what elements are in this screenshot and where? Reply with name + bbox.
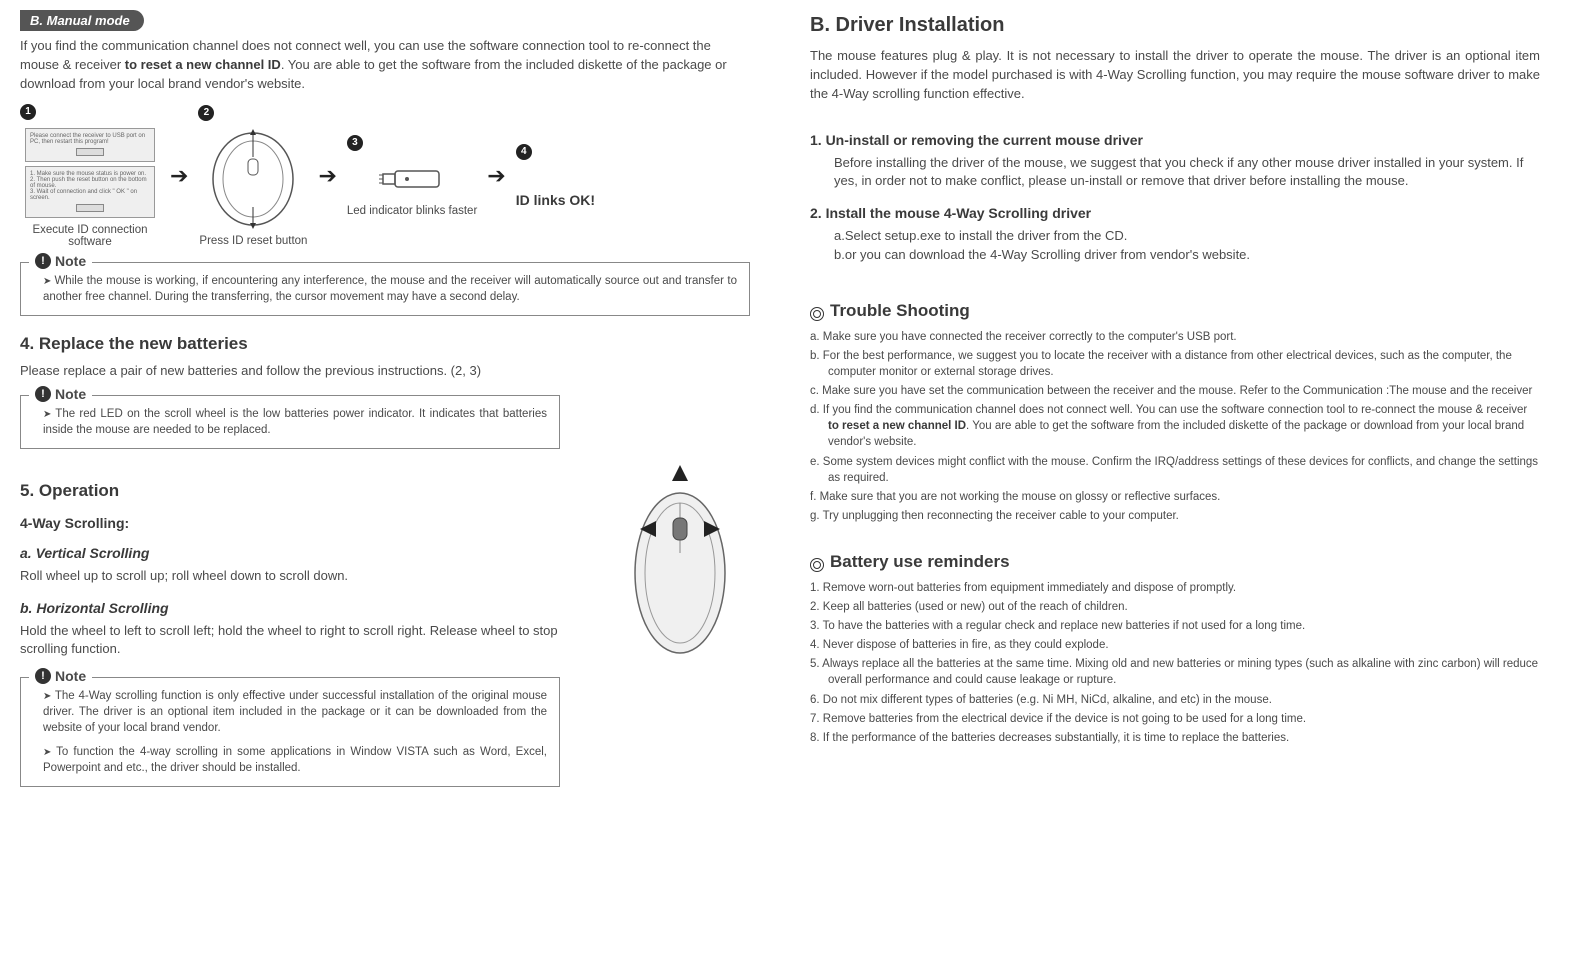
step-3: 3 Led indicator blinks faster [347, 135, 477, 217]
note-3: !Note The 4-Way scrolling function is on… [20, 677, 560, 787]
battery-4: 4. Never dispose of batteries in fire, a… [810, 637, 1540, 653]
battery-8: 8. If the performance of the batteries d… [810, 730, 1540, 746]
step-num-4: 4 [516, 144, 532, 160]
note-1: !Note While the mouse is working, if enc… [20, 262, 750, 316]
note-1-label-text: Note [55, 253, 86, 269]
arrow-icon: ➔ [318, 163, 336, 189]
info-icon: ! [35, 668, 51, 684]
battery-list: 1. Remove worn-out batteries from equipm… [810, 580, 1540, 746]
battery-1: 1. Remove worn-out batteries from equipm… [810, 580, 1540, 596]
note-1-label: !Note [29, 253, 92, 269]
driver-install-title: B. Driver Installation [810, 14, 1540, 37]
left-column: B. Manual mode If you find the communica… [20, 10, 750, 801]
trouble-title-text: Trouble Shooting [830, 301, 970, 320]
step-num-1: 1 [20, 104, 36, 120]
dialog-2: 1. Make sure the mouse status is power o… [25, 166, 155, 218]
trouble-e: e. Some system devices might conflict wi… [810, 454, 1540, 486]
note-3-text-1: The 4-Way scrolling function is only eff… [43, 688, 547, 736]
step-2: 2 Press ID reset button [198, 105, 308, 247]
operation-row: 5. Operation 4-Way Scrolling: a. Vertica… [20, 463, 750, 663]
vert-title: a. Vertical Scrolling [20, 545, 580, 561]
dialog-stack: Please connect the receiver to USB port … [25, 128, 155, 218]
steps-row: 1 Please connect the receiver to USB por… [20, 104, 750, 248]
vert-text: Roll wheel up to scroll up; roll wheel d… [20, 567, 580, 586]
battery-7: 7. Remove batteries from the electrical … [810, 711, 1540, 727]
step-caption-3: Led indicator blinks faster [347, 205, 477, 217]
bullet-icon [810, 307, 824, 321]
trouble-g: g. Try unplugging then reconnecting the … [810, 508, 1540, 524]
note-2-label-text: Note [55, 386, 86, 402]
driver-install-intro: The mouse features plug & play. It is no… [810, 47, 1540, 104]
dialog-1: Please connect the receiver to USB port … [25, 128, 155, 162]
step1-text: Before installing the driver of the mous… [810, 154, 1540, 192]
trouble-d-1: d. If you find the communication channel… [810, 404, 1527, 416]
manual-mode-tag: B. Manual mode [20, 10, 144, 31]
note-3-label: !Note [29, 668, 92, 684]
battery-title: Battery use reminders [810, 552, 1540, 572]
trouble-b: b. For the best performance, we suggest … [810, 348, 1540, 380]
trouble-title: Trouble Shooting [810, 301, 1540, 321]
sec4-text: Please replace a pair of new batteries a… [20, 362, 750, 381]
sec5-title: 5. Operation [20, 481, 580, 501]
note-2-label: !Note [29, 386, 92, 402]
battery-6: 6. Do not mix different types of batteri… [810, 692, 1540, 708]
manual-mode-text: If you find the communication channel do… [20, 37, 750, 94]
mouse-4way-icon [610, 463, 750, 663]
step-caption-2: Press ID reset button [199, 235, 307, 247]
info-icon: ! [35, 253, 51, 269]
trouble-a: a. Make sure you have connected the rece… [810, 329, 1540, 345]
step2-b: b.or you can download the 4-Way Scrollin… [810, 246, 1540, 265]
battery-5: 5. Always replace all the batteries at t… [810, 656, 1540, 688]
trouble-d: d. If you find the communication channel… [810, 402, 1540, 450]
manual-mode-bold: to reset a new channel ID [125, 57, 281, 72]
step2-a: a.Select setup.exe to install the driver… [810, 227, 1540, 246]
fourway-title: 4-Way Scrolling: [20, 515, 580, 531]
info-icon: ! [35, 386, 51, 402]
horiz-text: Hold the wheel to left to scroll left; h… [20, 622, 580, 660]
step-4: 4 ID links OK! [516, 144, 595, 208]
arrow-icon: ➔ [170, 163, 188, 189]
operation-text: 5. Operation 4-Way Scrolling: a. Vertica… [20, 463, 580, 660]
battery-title-text: Battery use reminders [830, 552, 1010, 571]
trouble-d-bold: to reset a new channel ID [828, 420, 966, 432]
battery-2: 2. Keep all batteries (used or new) out … [810, 599, 1540, 615]
sec4-title: 4. Replace the new batteries [20, 334, 750, 354]
bullet-icon [810, 558, 824, 572]
step-num-3: 3 [347, 135, 363, 151]
note-1-text: While the mouse is working, if encounter… [43, 273, 737, 305]
step-caption-4: ID links OK! [516, 192, 595, 208]
note-3-text-2: To function the 4-way scrolling in some … [43, 744, 547, 776]
trouble-f: f. Make sure that you are not working th… [810, 489, 1540, 505]
step-caption-1: Execute ID connection software [20, 224, 160, 248]
trouble-c: c. Make sure you have set the communicat… [810, 383, 1540, 399]
step2-title: 2. Install the mouse 4-Way Scrolling dri… [810, 205, 1540, 221]
step1-title: 1. Un-install or removing the current mo… [810, 132, 1540, 148]
step-1: 1 Please connect the receiver to USB por… [20, 104, 160, 248]
receiver-icon [377, 159, 447, 199]
note-2-text: The red LED on the scroll wheel is the l… [43, 406, 547, 438]
mouse-top-icon [198, 129, 308, 229]
step-num-2: 2 [198, 105, 214, 121]
note-2: !Note The red LED on the scroll wheel is… [20, 395, 560, 449]
right-column: B. Driver Installation The mouse feature… [810, 10, 1560, 801]
horiz-title: b. Horizontal Scrolling [20, 600, 580, 616]
battery-3: 3. To have the batteries with a regular … [810, 618, 1540, 634]
arrow-icon: ➔ [487, 163, 505, 189]
trouble-list: a. Make sure you have connected the rece… [810, 329, 1540, 524]
note-3-label-text: Note [55, 668, 86, 684]
